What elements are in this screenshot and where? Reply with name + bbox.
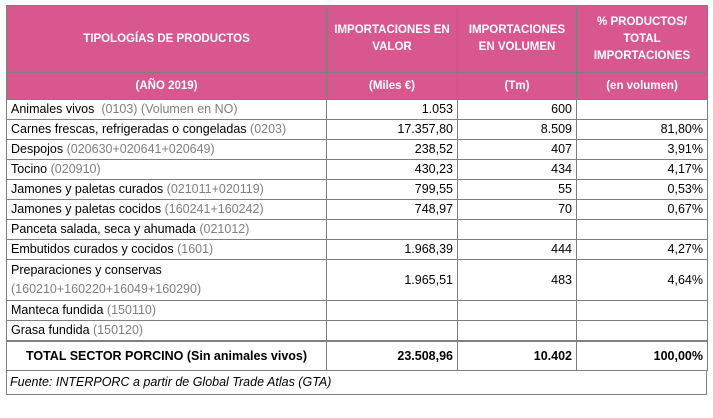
- product-code: (1601): [177, 242, 214, 256]
- product-name-cell: Tocino (020910): [6, 159, 327, 180]
- percent-cell: [576, 99, 708, 120]
- table-row: Manteca fundida (150110): [6, 300, 708, 321]
- header-import-volume: IMPORTACIONES EN VOLUMEN: [457, 5, 577, 73]
- value-cell: 1.968,39: [326, 239, 458, 260]
- product-code: (0203): [250, 122, 287, 136]
- volume-cell: [457, 320, 577, 342]
- value-cell: [326, 300, 458, 321]
- volume-cell: 483: [457, 259, 577, 301]
- product-code: (020630+020641+020649): [66, 142, 215, 156]
- header-import-value: IMPORTACIONES EN VALOR: [326, 5, 458, 73]
- percent-cell: 0,53%: [576, 179, 708, 200]
- percent-cell: 3,91%: [576, 139, 708, 160]
- product-name: Jamones y paletas curados: [11, 182, 164, 196]
- subheader-value-unit: (Miles €): [326, 72, 458, 100]
- subheader-percent-unit: (en volumen): [576, 72, 708, 100]
- header-row: TIPOLOGÍAS DE PRODUCTOS IMPORTACIONES EN…: [6, 5, 708, 73]
- product-code: (021011+020119): [166, 182, 264, 196]
- table-row: Jamones y paletas curados (021011+020119…: [6, 179, 708, 200]
- product-name: Despojos: [11, 142, 64, 156]
- product-name: Panceta salada, seca y ahumada: [11, 222, 196, 236]
- percent-cell: 4,64%: [576, 259, 708, 301]
- product-name: Embutidos curados y cocidos: [11, 242, 174, 256]
- product-code: (150110): [106, 303, 157, 317]
- product-name-cell: Despojos (020630+020641+020649): [6, 139, 327, 160]
- product-name: Carnes frescas, refrigeradas o congelada…: [11, 122, 247, 136]
- product-code: (150120): [93, 323, 144, 337]
- product-name: Manteca fundida: [11, 303, 104, 317]
- product-name-cell: Jamones y paletas curados (021011+020119…: [6, 179, 327, 200]
- volume-cell: 55: [457, 179, 577, 200]
- total-row: TOTAL SECTOR PORCINO (Sin animales vivos…: [6, 340, 708, 371]
- percent-cell: 0,67%: [576, 199, 708, 220]
- product-code: (160241+160242): [164, 202, 264, 216]
- percent-cell: 4,27%: [576, 239, 708, 260]
- percent-cell: [576, 219, 708, 240]
- table-row: Preparaciones y conservas (160210+160220+…: [6, 259, 708, 301]
- table-row: Carnes frescas, refrigeradas o congelada…: [6, 119, 708, 140]
- source-note: Fuente: INTERPORC a partir de Global Tra…: [6, 371, 707, 395]
- volume-cell: 434: [457, 159, 577, 180]
- volume-cell: [457, 300, 577, 321]
- product-name: Animales vivos: [11, 102, 95, 116]
- percent-cell: 4,17%: [576, 159, 708, 180]
- percent-cell: 81,80%: [576, 119, 708, 140]
- product-name: Grasa fundida: [11, 323, 90, 337]
- volume-cell: [457, 219, 577, 240]
- product-name: Tocino: [11, 162, 48, 176]
- product-name: Preparaciones y conservas: [11, 263, 162, 277]
- product-name-cell: Jamones y paletas cocidos (160241+160242…: [6, 199, 327, 220]
- product-name-cell: Preparaciones y conservas (160210+160220+…: [6, 259, 327, 301]
- table-row: Tocino (020910) 430,23 434 4,17%: [6, 159, 708, 180]
- value-cell: 748,97: [326, 199, 458, 220]
- value-cell: [326, 320, 458, 342]
- total-label: TOTAL SECTOR PORCINO (Sin animales vivos…: [6, 340, 327, 371]
- percent-cell: [576, 300, 708, 321]
- product-name-cell: Animales vivos (0103) (Volumen en NO): [6, 99, 327, 120]
- table-row: Grasa fundida (150120): [6, 320, 708, 342]
- product-code: (160210+160220+16049+160290): [11, 282, 202, 296]
- subheader-year: (AÑO 2019): [6, 72, 327, 100]
- product-name-cell: Carnes frescas, refrigeradas o congelada…: [6, 119, 327, 140]
- header-product-types: TIPOLOGÍAS DE PRODUCTOS: [6, 5, 327, 73]
- value-cell: 1.965,51: [326, 259, 458, 301]
- table-row: Panceta salada, seca y ahumada (021012): [6, 219, 708, 240]
- import-table-container: TIPOLOGÍAS DE PRODUCTOS IMPORTACIONES EN…: [6, 5, 708, 395]
- volume-cell: 70: [457, 199, 577, 220]
- total-value: 23.508,96: [326, 340, 458, 371]
- volume-cell: 444: [457, 239, 577, 260]
- product-code: (0103) (Volumen en NO): [101, 102, 238, 116]
- volume-cell: 600: [457, 99, 577, 120]
- percent-cell: [576, 320, 708, 342]
- table-row: Jamones y paletas cocidos (160241+160242…: [6, 199, 708, 220]
- subheader-row: (AÑO 2019) (Miles €) (Tm) (en volumen): [6, 72, 708, 100]
- value-cell: 799,55: [326, 179, 458, 200]
- product-name-cell: Grasa fundida (150120): [6, 320, 327, 342]
- value-cell: [326, 219, 458, 240]
- volume-cell: 8.509: [457, 119, 577, 140]
- value-cell: 1.053: [326, 99, 458, 120]
- product-code: (021012): [199, 222, 250, 236]
- product-name-cell: Panceta salada, seca y ahumada (021012): [6, 219, 327, 240]
- product-name: Jamones y paletas cocidos: [11, 202, 162, 216]
- value-cell: 238,52: [326, 139, 458, 160]
- volume-cell: 407: [457, 139, 577, 160]
- total-percent: 100,00%: [576, 340, 708, 371]
- table-row: Animales vivos (0103) (Volumen en NO) 1.…: [6, 99, 708, 120]
- table-row: Despojos (020630+020641+020649) 238,52 4…: [6, 139, 708, 160]
- value-cell: 17.357,80: [326, 119, 458, 140]
- subheader-volume-unit: (Tm): [457, 72, 577, 100]
- product-code: (020910): [50, 162, 101, 176]
- table-row: Embutidos curados y cocidos (1601) 1.968…: [6, 239, 708, 260]
- import-table: TIPOLOGÍAS DE PRODUCTOS IMPORTACIONES EN…: [6, 5, 708, 371]
- value-cell: 430,23: [326, 159, 458, 180]
- product-name-cell: Embutidos curados y cocidos (1601): [6, 239, 327, 260]
- total-volume: 10.402: [457, 340, 577, 371]
- product-name-cell: Manteca fundida (150110): [6, 300, 327, 321]
- header-percent-products: % PRODUCTOS/ TOTAL IMPORTACIONES: [576, 5, 708, 73]
